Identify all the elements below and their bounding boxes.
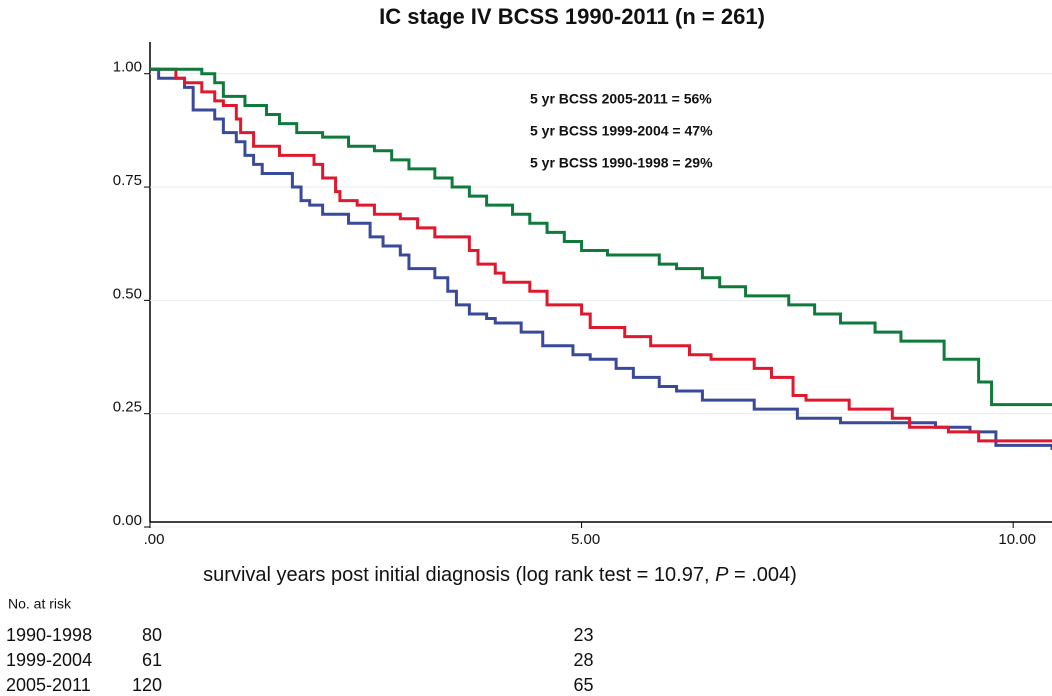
annotation: 5 yr BCSS 1990-1998 = 29% [530,155,713,171]
x-label-part: P [715,564,729,586]
annotation: 5 yr BCSS 2005-2011 = 56% [530,91,712,107]
y-tick-label: 0.25 [113,399,142,416]
y-tick-label: 0.00 [113,512,142,529]
y-tick-label: 0.50 [113,285,142,302]
x-tick-label: 10.00 [998,531,1036,548]
risk-count: 28 [574,650,594,670]
risk-row-label: 2005-2011 [6,675,91,695]
risk-count: 65 [574,675,594,695]
survival-curve [150,67,1052,450]
risk-count: 23 [574,625,594,645]
risk-count: 61 [142,650,162,670]
x-axis-label: survival years post initial diagnosis (l… [203,564,797,586]
survival-curve [150,67,1052,443]
x-tick-label: 5.00 [571,531,600,548]
x-label-part: = .004) [728,564,796,586]
risk-count: 80 [142,625,162,645]
y-tick-label: 0.75 [113,172,142,189]
risk-row-label: 1999-2004 [6,650,92,670]
chart-title: IC stage IV BCSS 1990-2011 (n = 261) [379,4,765,29]
y-tick-label: 1.00 [113,59,142,76]
x-label-part: survival years post initial diagnosis (l… [203,564,715,586]
annotation: 5 yr BCSS 1999-2004 = 47% [530,123,713,139]
x-tick-label: .00 [144,531,165,548]
risk-row-label: 1990-1998 [6,625,92,645]
risk-count: 120 [132,675,162,695]
risk-table-title: No. at risk [8,596,72,612]
survival-curve [150,67,1052,407]
